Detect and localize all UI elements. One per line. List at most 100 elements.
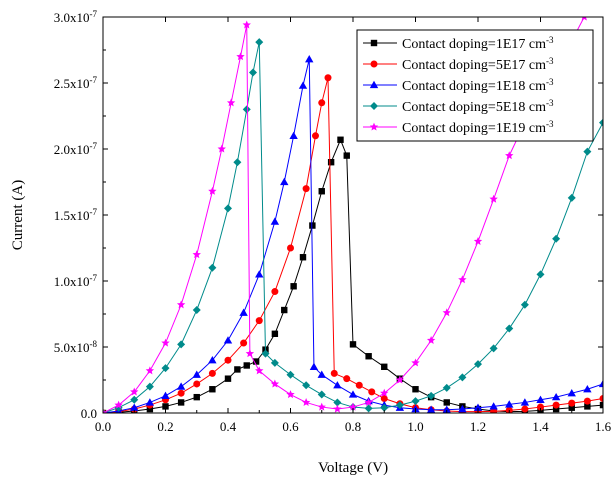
legend-label: Contact doping=5E18 cm-3 (402, 98, 554, 115)
data-point (343, 152, 350, 159)
x-tick-label: 0.6 (282, 419, 299, 434)
data-point (301, 398, 311, 406)
data-point (271, 288, 279, 296)
data-point (568, 404, 575, 411)
y-tick-label: 5.0x10-8 (54, 339, 98, 355)
data-point (426, 336, 436, 344)
x-tick-label: 0.8 (345, 419, 361, 434)
data-point (236, 52, 245, 61)
data-point (505, 151, 514, 160)
x-tick-label: 1.2 (470, 419, 486, 434)
data-point (536, 395, 545, 403)
data-point (302, 381, 311, 390)
data-point (193, 380, 201, 388)
data-point (208, 369, 216, 377)
legend-marker (369, 80, 379, 89)
data-point (474, 360, 482, 369)
data-point (505, 324, 514, 333)
legend-item: Contact doping=5E17 cm-3 (363, 56, 554, 73)
data-point (233, 158, 242, 167)
data-point (103, 408, 108, 413)
data-point (130, 387, 139, 396)
data-point (226, 98, 236, 107)
data-point (223, 336, 233, 344)
data-point (176, 382, 186, 390)
legend-label: Contact doping=1E19 cm-3 (402, 119, 554, 136)
data-point (177, 340, 186, 349)
series-3 (103, 38, 603, 413)
data-point (177, 389, 185, 397)
data-point (299, 254, 307, 261)
data-point (583, 397, 591, 405)
data-point (395, 375, 405, 384)
data-point (536, 270, 545, 279)
data-point (145, 398, 155, 406)
y-axis-title: Current (A) (10, 180, 26, 250)
data-point (114, 400, 123, 409)
data-point (426, 405, 436, 413)
data-point (327, 159, 335, 166)
data-point (318, 99, 326, 107)
legend: Contact doping=1E17 cm-3 Contact doping=5… (356, 29, 594, 142)
x-tick-label: 0.2 (157, 419, 173, 434)
data-point (333, 404, 342, 413)
data-point (333, 398, 342, 407)
data-point (280, 177, 289, 186)
legend-marker (370, 60, 378, 68)
data-point (298, 81, 308, 89)
data-point (192, 370, 201, 378)
data-point (412, 386, 419, 393)
legend-item: Contact doping=5E18 cm-3 (363, 98, 554, 115)
data-point (224, 204, 232, 213)
legend-marker (370, 102, 378, 110)
series-0 (103, 136, 603, 413)
series-line (103, 41, 603, 413)
data-point (242, 105, 251, 114)
data-point (381, 363, 388, 370)
data-point (537, 403, 544, 411)
data-point (161, 338, 170, 347)
data-point (252, 358, 260, 365)
data-point (442, 405, 451, 413)
x-tick-label: 0.4 (220, 419, 237, 434)
data-point (458, 404, 467, 413)
data-point (552, 234, 561, 243)
data-point (270, 358, 279, 367)
data-point (255, 38, 264, 47)
data-point (318, 188, 325, 195)
y-tick-label: 1.5x10-7 (54, 207, 98, 223)
data-point (567, 389, 576, 397)
data-point (161, 364, 170, 373)
ticks-layer: 0.0 0.2 0.4 0.6 0.8 1.0 1.2 1.4 1.6 0.0 5.0x10-8 1.… (54, 9, 612, 434)
data-point (145, 366, 155, 375)
data-point (567, 193, 576, 202)
data-point (317, 390, 326, 399)
legend-item: Contact doping=1E17 cm-3 (363, 35, 554, 52)
data-point (443, 399, 450, 406)
data-point (309, 222, 316, 229)
data-point (568, 399, 576, 407)
data-point (239, 308, 248, 316)
data-point (130, 395, 139, 404)
data-point (473, 237, 483, 245)
data-point (552, 401, 560, 409)
data-point (209, 386, 216, 393)
data-point (380, 403, 389, 412)
x-axis-title: Voltage (V) (318, 460, 388, 476)
data-point (286, 370, 295, 379)
legend-marker (370, 39, 378, 47)
data-point (489, 344, 498, 353)
x-tick-label: 1.4 (532, 419, 549, 434)
data-point (584, 403, 591, 410)
data-point (146, 405, 154, 413)
data-point (270, 379, 280, 388)
data-point (365, 353, 372, 360)
data-point (312, 132, 319, 140)
data-point (161, 391, 170, 399)
data-point (333, 381, 342, 389)
data-point (234, 366, 241, 373)
data-point (255, 366, 264, 375)
data-point (192, 306, 201, 315)
data-point (583, 385, 592, 393)
